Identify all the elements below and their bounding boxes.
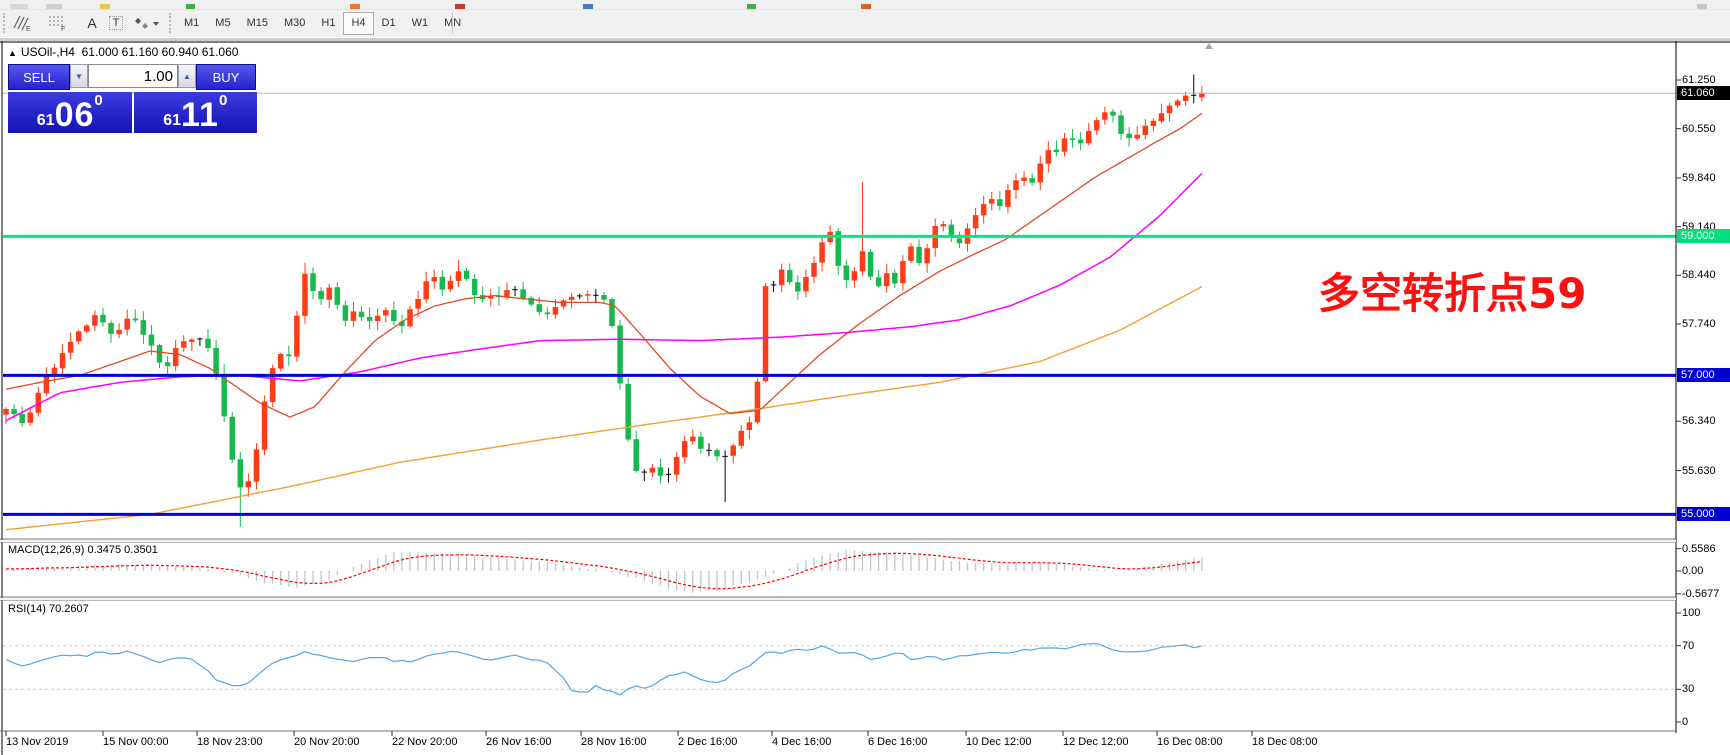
volume-input[interactable] [91,66,177,86]
price-badge: 59.000 [1677,229,1730,244]
cropped-icon-fragment [583,4,593,9]
price-badge: 57.000 [1677,368,1730,383]
toolbar-grip[interactable] [3,13,8,33]
toolbar-shadow [0,38,1730,41]
timeframe-button-w1[interactable]: W1 [411,17,429,29]
cropped-icon-fragment [10,4,28,9]
svg-text:E: E [26,26,31,32]
fibonacci-icon[interactable]: F [44,11,72,35]
channel-draw-icon[interactable]: E [8,11,36,35]
time-axis-label: 18 Dec 08:00 [1252,736,1318,748]
chart-window[interactable]: ▲ USOil-,H4 61.000 61.160 60.940 61.060 S… [0,41,1730,755]
buy-price-sup: 0 [218,92,228,109]
toolbar: E F A T M1M5M15M30H1H4D1W1MN [0,10,1730,37]
rsi-indicator-label: RSI(14) 70.2607 [8,603,89,615]
chart-title: ▲ USOil-,H4 61.000 61.160 60.940 61.060 [8,45,238,59]
macd-axis-label: 0.00 [1682,565,1704,577]
cropped-icon-fragment [186,4,195,9]
symbol-period: USOil-,H4 [20,45,75,59]
price-tick-label: 59.840 [1682,171,1716,184]
arrows-icon[interactable] [128,11,162,35]
cropped-toolbar-strip [0,0,1730,10]
sell-price-big: 06 [54,96,95,134]
buy-price-prefix: 61 [163,112,181,129]
chart-annotation-text: 多空转折点59 [1318,269,1587,318]
collapse-triangle-icon[interactable]: ▲ [8,48,17,58]
rsi-value: 70.2607 [48,603,89,615]
text-icon[interactable]: A [78,11,106,35]
cropped-icon-fragment [350,4,360,9]
one-click-trade-panel: SELL ▼ ▲ BUY 61 06 0 61 11 0 [8,64,257,133]
sell-price-sup: 0 [94,92,103,109]
price-badge: 61.060 [1677,86,1730,101]
text-label-icon[interactable]: T [102,11,130,35]
macd-axis-label: -0.5677 [1682,587,1720,600]
sell-price-display[interactable]: 61 06 0 [8,92,132,133]
time-axis-label: 18 Nov 23:00 [197,736,263,748]
sell-price-prefix: 61 [36,112,55,129]
volume-increase-button[interactable]: ▲ [178,64,196,88]
price-tick-label: 61.250 [1682,74,1716,86]
cropped-icon-fragment [46,4,62,9]
timeframe-button-h4[interactable]: H4 [343,12,374,35]
rsi-axis-label: 0 [1682,716,1689,728]
timeframe-button-m5[interactable]: M5 [215,17,231,29]
macd-name: MACD(12,26,9) [8,544,85,556]
toolbar-grip2[interactable] [169,13,174,33]
price-tick-label: 56.340 [1682,415,1716,428]
time-axis-label: 16 Dec 08:00 [1157,736,1223,748]
time-axis-label: 10 Dec 12:00 [966,736,1032,748]
rsi-axis-label: 100 [1682,607,1701,619]
timeframe-button-h1[interactable]: H1 [321,17,336,29]
timeframe-button-d1[interactable]: D1 [381,17,396,29]
sell-button[interactable]: SELL [8,64,70,90]
cropped-icon-fragment [747,4,756,9]
time-axis-label: 15 Nov 00:00 [103,736,169,748]
price-tick-label: 55.630 [1682,464,1716,477]
macd-axis-label: 0.5586 [1682,542,1716,555]
text-icon-glyph: A [87,15,97,31]
time-axis-label: 4 Dec 16:00 [772,736,832,748]
time-axis-label: 12 Dec 12:00 [1063,736,1129,748]
volume-decrease-button[interactable]: ▼ [70,64,88,88]
volume-field-wrap [88,64,178,88]
macd-indicator-label: MACD(12,26,9) 0.3475 0.3501 [8,544,158,556]
macd-values: 0.3475 0.3501 [87,544,158,556]
price-tick-label: 57.740 [1682,317,1716,330]
rsi-name: RSI(14) [8,603,46,615]
price-tick-label: 58.440 [1682,269,1716,282]
cropped-icon-fragment [1697,4,1707,9]
timeframe-button-m1[interactable]: M1 [184,17,200,29]
timeframe-button-m30[interactable]: M30 [283,17,306,29]
price-badge: 55.000 [1677,507,1730,522]
rsi-axis-label: 30 [1682,683,1695,696]
buy-button[interactable]: BUY [196,64,256,90]
price-tick-label: 60.550 [1682,122,1716,135]
time-axis-label: 28 Nov 16:00 [581,736,647,748]
buy-price-display[interactable]: 61 11 0 [133,92,257,134]
cropped-icon-fragment [861,4,871,9]
ohlc-values: 61.000 61.160 60.940 61.060 [81,45,239,59]
buy-price-big: 11 [181,96,219,134]
time-axis-label: 2 Dec 16:00 [678,736,738,748]
timeframe-button-m15[interactable]: M15 [246,17,268,29]
scroll-to-end-marker-icon[interactable] [1205,43,1213,49]
cropped-icon-fragment [100,4,110,9]
timeframe-buttons: M1M5M15M30H1H4D1W1MN [176,12,469,35]
time-axis-label: 26 Nov 16:00 [486,736,552,748]
time-axis-label: 6 Dec 16:00 [868,736,928,748]
toolbar-separator [452,12,453,34]
time-axis-label: 20 Nov 20:00 [294,736,360,748]
time-axis-label: 22 Nov 20:00 [392,736,458,748]
text-label-icon-glyph: T [108,16,124,30]
time-axis-label: 13 Nov 2019 [6,736,69,748]
svg-text:F: F [61,26,65,32]
cropped-icon-fragment [455,4,465,9]
rsi-axis-label: 70 [1682,639,1695,652]
price-chart-canvas[interactable] [0,41,1730,755]
